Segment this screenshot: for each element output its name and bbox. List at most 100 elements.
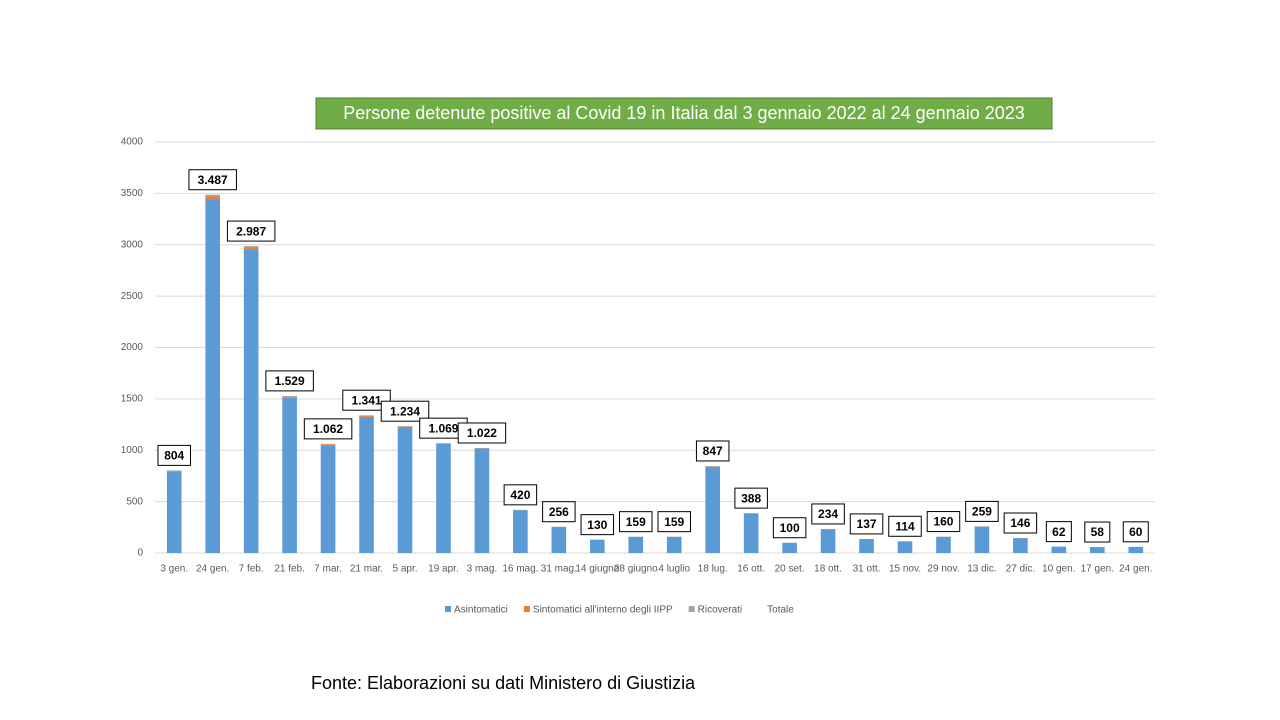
bar-segment (282, 396, 297, 398)
bar-segment (397, 427, 413, 553)
bar-segment (320, 445, 336, 553)
data-label: 160 (933, 515, 953, 529)
data-label: 1.234 (390, 404, 420, 418)
x-tick-label: 16 mag. (502, 564, 538, 575)
label-box (734, 487, 768, 509)
x-tick-label: 18 ott. (814, 564, 842, 575)
title-box (315, 97, 1053, 130)
bar-segment (705, 466, 720, 553)
label-box (965, 500, 999, 522)
bar-segment (205, 196, 220, 200)
label-box (542, 501, 576, 523)
bar-segment (666, 536, 682, 553)
y-tick-label: 500 (126, 496, 143, 507)
bar-segment (782, 542, 797, 553)
bar-segment (859, 539, 874, 553)
x-tick-label: 24 gen. (1119, 564, 1152, 575)
bar-segment (820, 529, 836, 553)
bar-segment (936, 536, 951, 553)
x-tick-label: 29 nov. (927, 564, 959, 575)
label-box (811, 503, 845, 525)
label-box (457, 422, 507, 444)
x-tick-label: 13 dic. (967, 564, 996, 575)
y-tick-label: 2000 (121, 342, 144, 353)
data-label: 58 (1091, 525, 1105, 539)
bar-segment (436, 443, 451, 553)
bar-segment (243, 246, 259, 248)
data-label: 137 (857, 517, 877, 531)
x-tick-label: 3 gen. (160, 564, 188, 575)
bar-segment (590, 539, 605, 553)
x-tick-label: 31 mag. (541, 564, 577, 575)
x-tick-label: 7 feb. (239, 564, 264, 575)
data-label: 2.987 (236, 224, 266, 238)
label-box (226, 220, 276, 242)
data-label: 3.487 (198, 173, 228, 187)
y-tick-label: 2500 (121, 291, 144, 302)
data-label: 1.062 (313, 422, 343, 436)
x-tick-label: 4 luglio (658, 564, 690, 575)
data-label: 420 (510, 488, 530, 502)
label-box (157, 444, 191, 466)
legend-label: Asintomatici (454, 605, 508, 616)
label-box (303, 418, 353, 440)
bar-segment (551, 526, 567, 553)
label-box (849, 513, 884, 535)
legend-label: Sintomatici all'interno degli IIPP (533, 605, 673, 616)
label-box (580, 514, 615, 536)
data-label: 1.069 (428, 421, 458, 435)
y-tick-label: 3000 (121, 239, 144, 250)
bar-segment (397, 426, 413, 428)
label-box (657, 511, 691, 533)
bar-segment (743, 513, 759, 553)
chart-title: Persone detenute positive al Covid 19 in… (343, 103, 1025, 123)
source: Fonte: Elaborazioni su dati Ministero di… (311, 673, 696, 693)
bar-segment (974, 526, 990, 553)
bar-segment (282, 395, 297, 397)
label-box (380, 400, 430, 422)
x-tick-label: 27 dic. (1006, 564, 1035, 575)
label-box (888, 515, 922, 537)
legend-swatch (688, 606, 695, 612)
x-tick-label: 19 apr. (428, 564, 459, 575)
bar-segment (1051, 546, 1067, 553)
x-tick-label: 21 mar. (350, 564, 383, 575)
x-tick-label: 16 ott. (737, 564, 765, 575)
label-box (503, 484, 538, 506)
bar-segment (166, 470, 182, 472)
y-tick-label: 0 (137, 548, 143, 559)
data-label: 159 (626, 515, 646, 529)
bar-segment (205, 199, 220, 554)
bar-segment (166, 471, 182, 553)
data-label: 388 (741, 491, 761, 505)
x-tick-label: 21 feb. (274, 564, 305, 575)
bar-segment (359, 415, 374, 417)
label-box (1084, 521, 1111, 543)
bar-segment (628, 536, 644, 553)
y-tick-label: 4000 (121, 137, 144, 148)
y-tick-label: 3500 (121, 188, 144, 199)
label-box (772, 517, 807, 539)
x-tick-label: 17 gen. (1081, 564, 1114, 575)
bar-segment (1090, 547, 1105, 553)
legend-label: Totale (767, 605, 794, 616)
data-label: 256 (549, 505, 569, 519)
legend-swatch (445, 606, 451, 612)
x-tick-label: 14 giugno (575, 564, 619, 575)
y-tick-label: 1500 (121, 394, 144, 405)
bar-segment (1128, 546, 1144, 553)
data-label: 62 (1052, 525, 1066, 539)
bar-segment (513, 510, 528, 553)
bar-segment (205, 194, 220, 197)
legend-label: Ricoverati (698, 605, 742, 616)
label-box (1045, 521, 1072, 543)
bar-segment (320, 444, 336, 446)
bar-segment (897, 541, 913, 553)
x-tick-label: 5 apr. (392, 564, 417, 575)
legend-swatch (523, 606, 530, 612)
label-box (695, 440, 730, 462)
bar-segment (474, 448, 490, 553)
label-box (1122, 521, 1149, 543)
x-tick-label: 31 ott. (853, 564, 881, 575)
data-label: 804 (164, 449, 184, 463)
